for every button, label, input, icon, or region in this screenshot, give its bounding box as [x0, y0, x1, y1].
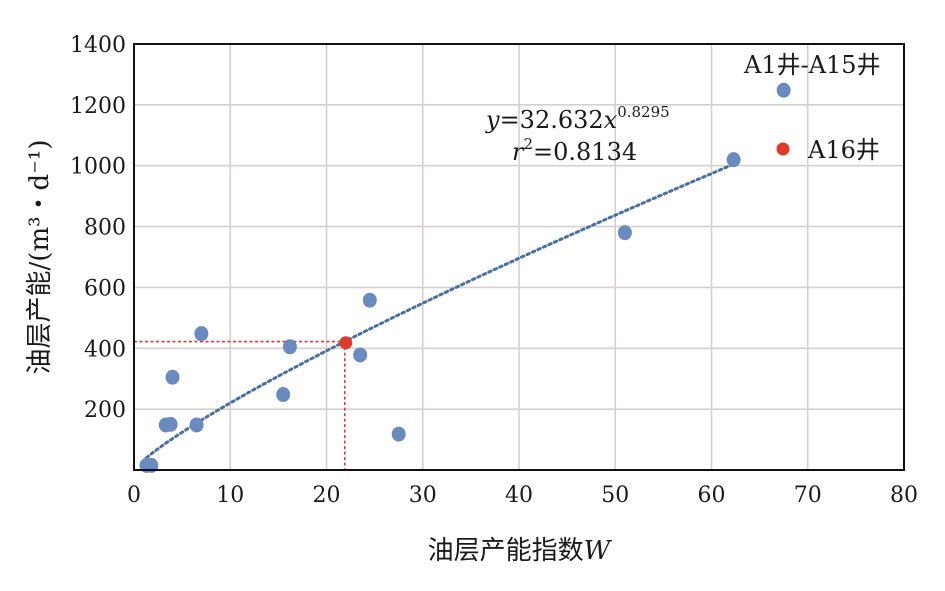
- data-point-well: [165, 369, 180, 385]
- data-point-well: [163, 416, 178, 432]
- y-tick-label: 1200: [70, 94, 126, 119]
- x-tick-label: 40: [505, 483, 533, 508]
- y-tick-label: 800: [84, 216, 126, 241]
- data-point-a16: [339, 336, 353, 350]
- data-point-well: [276, 387, 291, 403]
- reference-lines: [134, 340, 346, 470]
- equation-exponent: 0.8295: [617, 103, 670, 121]
- data-point-well: [776, 82, 791, 98]
- data-points: [139, 82, 791, 473]
- grid: [133, 43, 905, 470]
- data-point-well: [282, 339, 297, 355]
- y-tick-labels: 200 400 600 800 1000 1200 1400: [70, 33, 126, 423]
- data-point-well: [362, 292, 377, 308]
- x-tick-label: 10: [216, 483, 244, 508]
- r2-sup: 2: [523, 135, 533, 153]
- data-point-well: [726, 152, 741, 168]
- equation-rhs: =32.632: [500, 106, 604, 134]
- data-point-well: [617, 225, 632, 241]
- fit-curve-line: [145, 162, 736, 460]
- r2-var: r: [512, 138, 525, 166]
- data-point-well: [194, 326, 209, 342]
- x-axis-title-var: W: [584, 536, 613, 566]
- x-tick-label: 30: [409, 483, 437, 508]
- y-tick-label: 200: [84, 398, 126, 423]
- fit-curve: [145, 162, 736, 460]
- y-axis-title: 油层产能/(m³・d⁻¹): [25, 140, 55, 375]
- x-tick-label: 60: [698, 483, 726, 508]
- data-point-well: [189, 417, 204, 433]
- legend: A1井-A15井 A16井: [743, 51, 881, 164]
- y-tick-label: 400: [84, 337, 126, 362]
- legend-label-a16: A16井: [807, 136, 880, 164]
- equation-lhs: y: [485, 106, 500, 134]
- x-tick-label: 20: [313, 483, 341, 508]
- y-tick-label: 1000: [70, 155, 126, 180]
- r2-value: =0.8134: [533, 138, 637, 166]
- plot-frame: [133, 43, 905, 471]
- y-tick-label: 1400: [70, 33, 126, 58]
- data-point-well: [353, 347, 368, 363]
- x-tick-label: 80: [890, 483, 918, 508]
- data-point-well: [391, 426, 406, 442]
- r2-line: r2=0.8134: [512, 135, 637, 166]
- y-tick-label: 600: [84, 276, 126, 301]
- equation-line: y=32.632x0.8295: [485, 103, 670, 134]
- legend-marker-a16: [776, 142, 790, 156]
- x-tick-label: 0: [127, 483, 141, 508]
- fit-equation: y=32.632x0.8295 r2=0.8134: [485, 103, 670, 166]
- equation-var: x: [604, 106, 618, 134]
- x-tick-label: 70: [794, 483, 822, 508]
- x-axis-title-text: 油层产能指数: [428, 536, 584, 566]
- x-tick-label: 50: [601, 483, 629, 508]
- legend-label-wells-1-15: A1井-A15井: [743, 51, 881, 79]
- x-axis-title: 油层产能指数W: [428, 536, 613, 566]
- x-tick-labels: 0 10 20 30 40 50 60 70 80: [127, 483, 918, 508]
